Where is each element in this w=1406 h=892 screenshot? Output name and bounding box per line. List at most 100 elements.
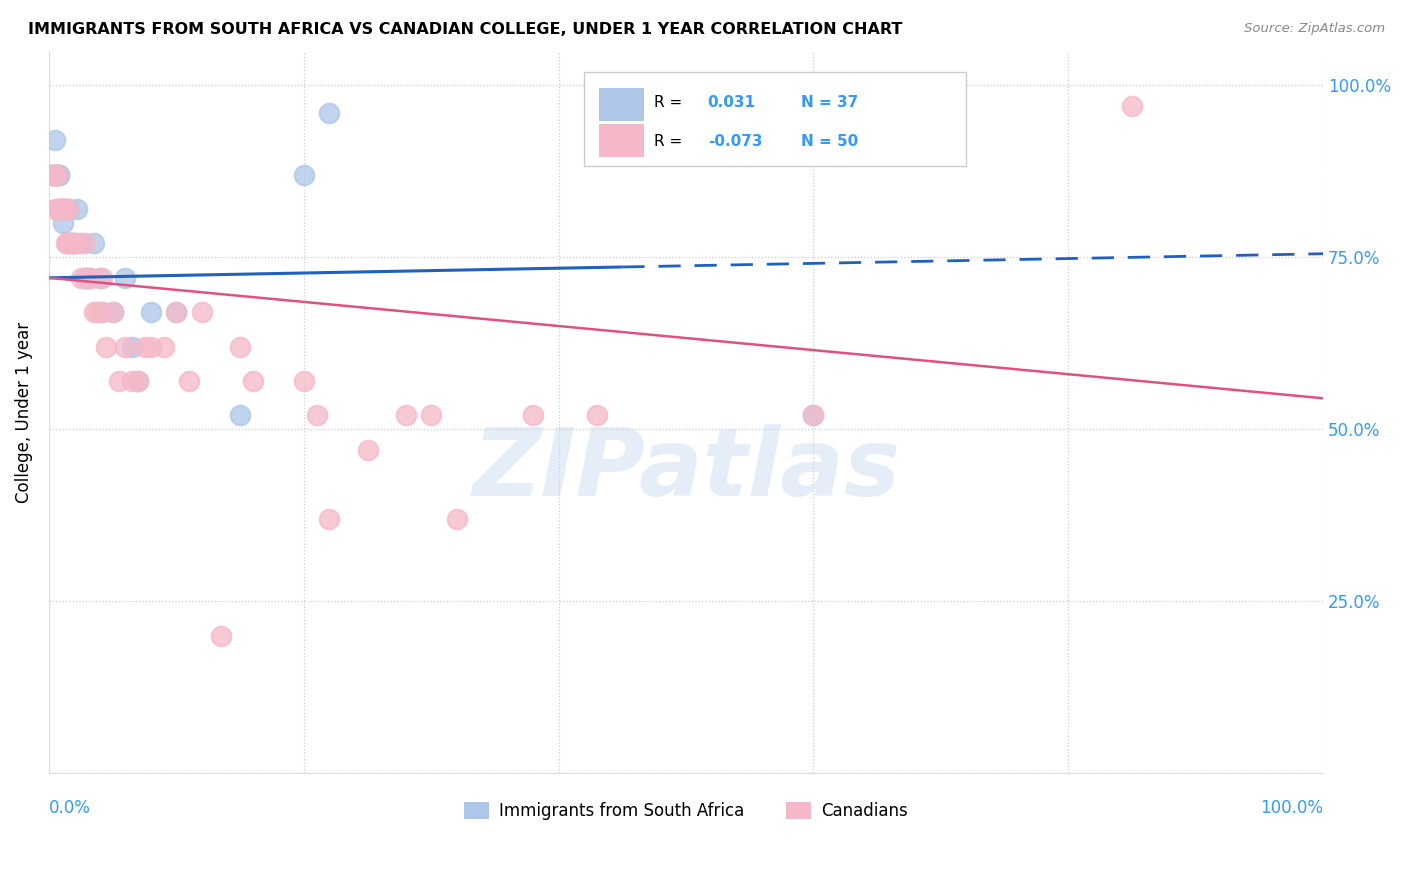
Point <box>55 202 77 216</box>
Point <box>127 374 149 388</box>
Point <box>83 305 105 319</box>
Point <box>101 305 124 319</box>
Text: R =: R = <box>654 134 688 149</box>
Point <box>49 202 72 216</box>
Point <box>51 202 73 216</box>
Point <box>229 340 252 354</box>
Point <box>803 409 825 423</box>
Point <box>292 374 315 388</box>
Point <box>242 374 264 388</box>
Point <box>56 236 79 251</box>
Point <box>83 236 105 251</box>
Point <box>44 202 66 216</box>
Point <box>45 168 67 182</box>
Point <box>58 202 80 216</box>
Point <box>73 236 96 251</box>
Point <box>53 202 76 216</box>
Point <box>79 270 101 285</box>
Point <box>522 409 544 423</box>
Point <box>45 168 67 182</box>
Point <box>60 236 83 251</box>
Point <box>76 270 98 285</box>
Bar <box>583 72 966 166</box>
Point <box>79 270 101 285</box>
Point <box>612 99 634 113</box>
Point <box>356 442 378 457</box>
Point <box>139 340 162 354</box>
Text: IMMIGRANTS FROM SOUTH AFRICA VS CANADIAN COLLEGE, UNDER 1 YEAR CORRELATION CHART: IMMIGRANTS FROM SOUTH AFRICA VS CANADIAN… <box>28 22 903 37</box>
Point <box>53 202 76 216</box>
Text: -0.073: -0.073 <box>707 134 762 149</box>
Point <box>318 105 340 120</box>
Y-axis label: College, Under 1 year: College, Under 1 year <box>15 321 32 502</box>
Text: ZIPatlas: ZIPatlas <box>472 424 900 516</box>
Point <box>49 202 72 216</box>
Point <box>51 202 73 216</box>
Point <box>420 409 443 423</box>
Point <box>48 168 70 182</box>
Point <box>73 270 96 285</box>
Point <box>45 168 67 182</box>
Point <box>179 374 201 388</box>
Point <box>108 374 131 388</box>
Point <box>55 236 77 251</box>
Point <box>229 409 252 423</box>
Point <box>121 340 143 354</box>
Point <box>292 168 315 182</box>
Point <box>127 374 149 388</box>
Point <box>56 202 79 216</box>
Point <box>56 236 79 251</box>
Bar <box>599 88 644 120</box>
Point <box>48 168 70 182</box>
Point <box>58 236 80 251</box>
Point <box>52 216 75 230</box>
Point <box>139 305 162 319</box>
Legend: Immigrants from South Africa, Canadians: Immigrants from South Africa, Canadians <box>457 795 914 827</box>
Point <box>60 236 83 251</box>
Point <box>114 270 136 285</box>
Point <box>803 409 825 423</box>
Point <box>42 168 65 182</box>
Point <box>152 340 174 354</box>
Point <box>121 374 143 388</box>
Point <box>134 340 156 354</box>
Point <box>46 168 69 182</box>
Point <box>96 340 118 354</box>
Point <box>305 409 328 423</box>
Point <box>91 305 114 319</box>
Point <box>46 202 69 216</box>
Point <box>191 305 214 319</box>
Point <box>63 236 86 251</box>
Point <box>42 168 65 182</box>
Point <box>89 305 111 319</box>
Text: N = 37: N = 37 <box>801 95 858 111</box>
Point <box>69 270 91 285</box>
Point <box>446 512 468 526</box>
Point <box>48 202 70 216</box>
Text: 0.0%: 0.0% <box>49 799 91 817</box>
Point <box>76 270 98 285</box>
Text: Source: ZipAtlas.com: Source: ZipAtlas.com <box>1244 22 1385 36</box>
Text: 100.0%: 100.0% <box>1260 799 1323 817</box>
Point <box>86 305 108 319</box>
Bar <box>599 124 644 157</box>
Point <box>89 270 111 285</box>
Point <box>114 340 136 354</box>
Point <box>69 236 91 251</box>
Point <box>318 512 340 526</box>
Point <box>395 409 418 423</box>
Point <box>91 270 114 285</box>
Point <box>63 236 86 251</box>
Point <box>41 168 63 182</box>
Point <box>41 168 63 182</box>
Point <box>1121 99 1143 113</box>
Point <box>101 305 124 319</box>
Text: N = 50: N = 50 <box>801 134 858 149</box>
Point <box>586 409 609 423</box>
Point <box>44 133 66 147</box>
Point <box>165 305 187 319</box>
Text: 0.031: 0.031 <box>707 95 755 111</box>
Point <box>66 202 89 216</box>
Text: R =: R = <box>654 95 688 111</box>
Point <box>42 168 65 182</box>
